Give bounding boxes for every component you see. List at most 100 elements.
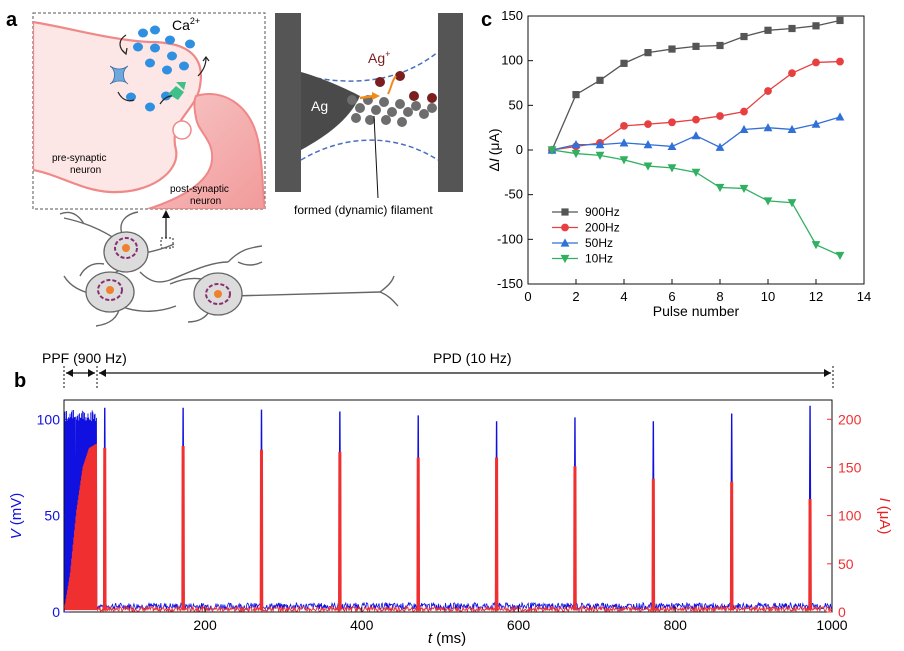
- y-tick-label: 0: [516, 142, 523, 157]
- series-10Hz: [547, 146, 845, 261]
- current-spike: [181, 445, 185, 611]
- x-tick-label: 600: [507, 617, 531, 633]
- silver-ions: [375, 71, 437, 103]
- neuron-cells: [85, 231, 243, 316]
- data-point-50Hz: [667, 141, 677, 151]
- y-tick-label: -150: [497, 276, 523, 291]
- filament-illustration: Ag Ag+ formed (dynamic) filament: [275, 13, 463, 217]
- panel-a-letter: a: [6, 9, 18, 31]
- legend-label: 10Hz: [585, 252, 613, 266]
- post-synaptic-label-1: post-synaptic: [170, 184, 229, 195]
- data-point-50Hz: [595, 140, 605, 149]
- y-tick-label: -100: [497, 231, 523, 246]
- legend-marker: [561, 223, 569, 232]
- data-point-900Hz: [668, 45, 676, 53]
- current-spike: [651, 478, 656, 611]
- x-tick-label: 400: [350, 617, 374, 633]
- current-baseline: [96, 605, 832, 612]
- data-point-50Hz: [787, 124, 797, 134]
- ppf-current-burst: [64, 443, 98, 612]
- data-point-10Hz: [739, 184, 749, 194]
- data-point-900Hz: [788, 24, 796, 33]
- series-line-900Hz: [551, 19, 841, 151]
- chart-b-left-ylabel: V(mV): [8, 493, 25, 540]
- ag-electrode-label: Ag: [311, 98, 328, 114]
- data-point-900Hz: [716, 41, 724, 50]
- legend-label: 900Hz: [585, 205, 620, 219]
- data-point-50Hz: [715, 142, 725, 151]
- pulse-number-chart: 0 2 4 6 8 10 12 14 -150 -100 -50 0 50 100 150 Pulse nu…: [486, 8, 871, 319]
- x-tick-label: 12: [809, 289, 823, 304]
- data-point-10Hz: [835, 251, 845, 261]
- series-900Hz: [548, 16, 844, 154]
- y-tick-label: 150: [501, 8, 523, 23]
- chart-b-frame: [63, 399, 833, 613]
- current-spike: [416, 457, 421, 611]
- calcium-ions: [126, 25, 195, 112]
- data-point-10Hz: [643, 162, 653, 171]
- left-y-tick-label: 0: [52, 604, 60, 620]
- ion-channel-icon: [109, 65, 129, 85]
- left-y-tick-label: 100: [37, 411, 61, 427]
- data-point-200Hz: [668, 118, 676, 127]
- x-tick-label: 1000: [816, 617, 847, 633]
- data-point-10Hz: [571, 149, 581, 159]
- data-point-200Hz: [740, 107, 748, 116]
- chart-c-ylabel: ΔI(μA): [486, 129, 502, 172]
- synapse-illustration: Ca2+ pre-synaptic neuron post-synaptic n…: [32, 12, 266, 210]
- data-point-200Hz: [620, 121, 628, 130]
- y-tick-label: 100: [501, 53, 523, 68]
- data-point-900Hz: [812, 22, 820, 30]
- x-tick-label: 14: [857, 289, 871, 304]
- right-y-tick-label: 150: [838, 459, 862, 475]
- data-point-200Hz: [716, 112, 724, 120]
- x-tick-label: 200: [193, 617, 217, 633]
- y-tick-label: 50: [509, 97, 523, 112]
- x-tick-label: 0: [524, 289, 531, 304]
- pre-synaptic-label-1: pre-synaptic: [52, 153, 106, 164]
- data-point-50Hz: [619, 138, 629, 147]
- data-point-200Hz: [692, 115, 700, 124]
- x-tick-label: 2: [572, 289, 579, 304]
- pre-synaptic-label-2: neuron: [70, 165, 101, 176]
- chart-c-xlabel: Pulse number: [653, 303, 740, 319]
- data-point-10Hz: [787, 199, 797, 208]
- right-y-tick-label: 100: [838, 508, 862, 524]
- data-point-10Hz: [715, 183, 725, 193]
- data-point-900Hz: [644, 49, 652, 57]
- data-point-10Hz: [619, 156, 629, 165]
- data-point-10Hz: [547, 146, 557, 155]
- current-spike: [338, 451, 342, 611]
- panel-b-letter: b: [14, 370, 26, 392]
- legend-label: 200Hz: [585, 221, 620, 235]
- x-tick-label: 800: [664, 617, 688, 633]
- data-point-50Hz: [763, 123, 773, 132]
- receptor-icon: [168, 82, 186, 100]
- current-spike: [494, 457, 499, 611]
- current-spike: [259, 449, 264, 611]
- series-200Hz: [548, 57, 844, 154]
- ppf-label: PPF (900 Hz): [42, 350, 127, 366]
- data-point-50Hz: [835, 112, 845, 121]
- data-point-200Hz: [764, 87, 772, 95]
- data-point-10Hz: [763, 197, 773, 206]
- data-point-50Hz: [691, 131, 701, 140]
- current-spike: [729, 481, 734, 611]
- data-point-10Hz: [667, 164, 677, 173]
- chart-b-xlabel: t (ms): [428, 630, 466, 647]
- ag-ion-label: Ag+: [368, 49, 390, 66]
- data-point-200Hz: [788, 69, 796, 78]
- data-point-900Hz: [740, 32, 748, 41]
- filament-caption: formed (dynamic) filament: [294, 203, 433, 217]
- y-tick-label: -50: [504, 187, 523, 202]
- data-point-50Hz: [571, 140, 581, 149]
- post-synaptic-label-2: neuron: [190, 196, 221, 207]
- data-point-200Hz: [644, 120, 652, 128]
- x-tick-label: 6: [668, 289, 675, 304]
- ppd-label: PPD (10 Hz): [433, 350, 512, 366]
- data-point-900Hz: [764, 26, 772, 34]
- right-y-tick-label: 200: [838, 411, 862, 427]
